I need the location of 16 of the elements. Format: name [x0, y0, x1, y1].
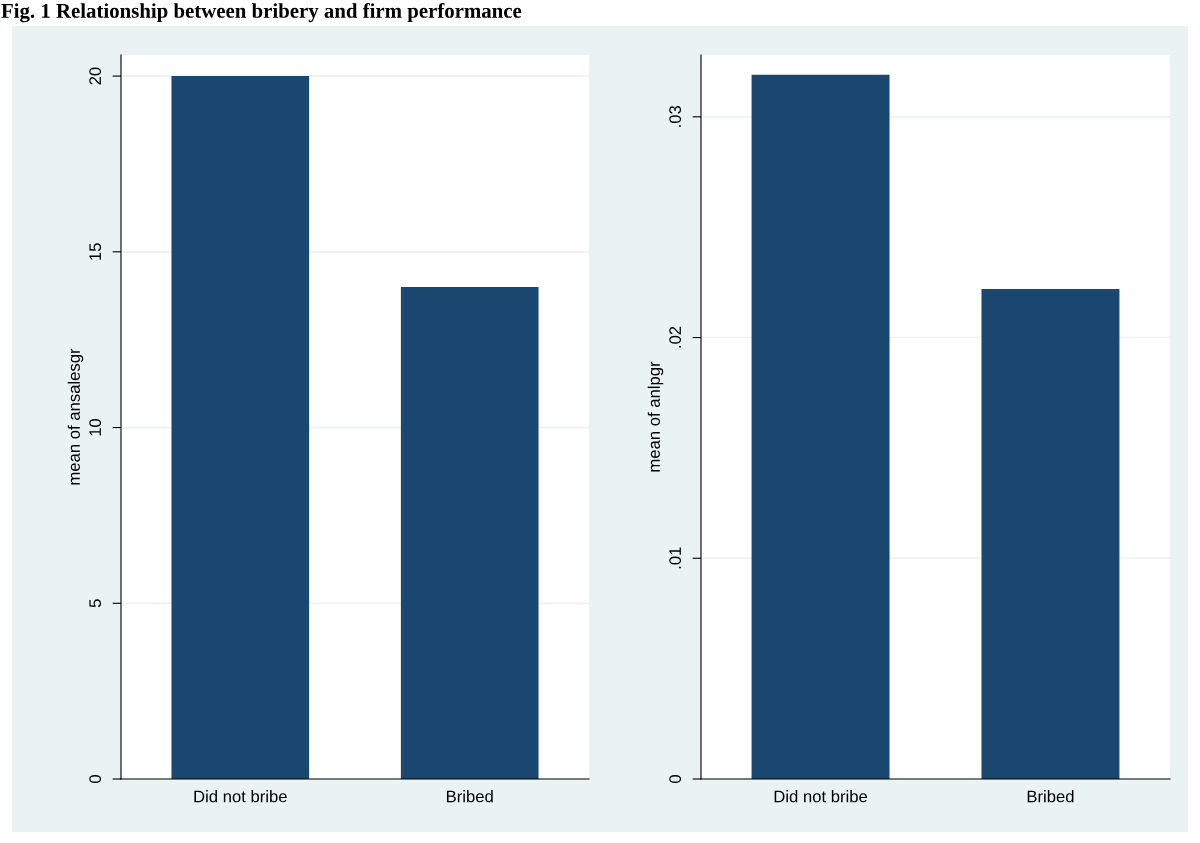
y-tick-label: .01 [669, 547, 682, 569]
y-tick-label: 20 [89, 67, 102, 85]
y-tick-label: .02 [669, 326, 682, 348]
y-tick-label: .03 [669, 105, 682, 127]
y-axis-title: mean of ansalesgr [67, 348, 84, 485]
y-tick-label: 0 [669, 775, 682, 783]
y-tick-label: 15 [89, 243, 102, 260]
x-tick-label: Bribed [446, 790, 493, 803]
y-tick-label: 0 [89, 775, 102, 783]
y-axis-title: mean of anlpgr [647, 361, 664, 472]
x-tick-label: Did not bribe [194, 790, 287, 803]
x-tick-label: Bribed [1027, 790, 1074, 803]
y-tick-label: 10 [89, 418, 102, 436]
chart-title: Fig. 1 Relationship between bribery and firm performance [1, 3, 522, 23]
y-tick-label: 5 [89, 599, 102, 608]
x-tick-label: Did not bribe [774, 790, 868, 803]
